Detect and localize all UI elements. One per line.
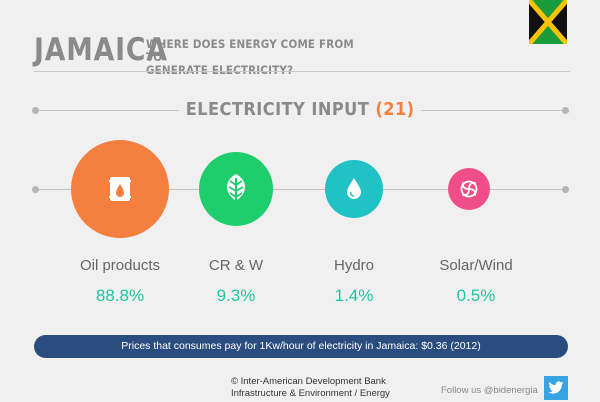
leaf-icon: [226, 174, 246, 205]
water-drop-icon: [347, 178, 361, 199]
source-label-solar-wind: Solar/Wind: [439, 257, 513, 274]
twitter-button[interactable]: [544, 376, 568, 400]
country-title: JAMAICA: [34, 32, 168, 68]
source-label-oil: Oil products: [79, 257, 161, 274]
source-value-solar-wind: 0.5%: [456, 286, 496, 305]
source-value-oil: 88.8%: [95, 286, 145, 305]
swirl-icon: [460, 180, 478, 198]
source-circle-crw: [199, 152, 273, 226]
circles-end-dot-right: [562, 186, 569, 193]
oil-barrel-icon: [109, 177, 131, 201]
price-note-bar: Prices that consumes pay for 1Kw/hour of…: [34, 335, 568, 358]
circles-rule: [36, 189, 566, 190]
jamaica-flag-icon: [529, 0, 567, 44]
follow-text[interactable]: Follow us @bidenergia: [441, 385, 538, 396]
rule-end-dot-right: [562, 107, 569, 114]
page-question: WHERE DOES ENERGY COME FROM TO GENERATE …: [146, 38, 362, 77]
credit-line-1: © Inter-American Development Bank: [231, 376, 386, 387]
rule-end-dot-left: [32, 107, 39, 114]
source-circle-oil: [71, 140, 169, 238]
source-label-crw: CR & W: [208, 257, 264, 274]
circles-end-dot-left: [32, 186, 39, 193]
header-divider: [34, 71, 570, 72]
section-note-ref: (21): [375, 99, 415, 120]
credit-line-2: Infrastructure & Environment / Energy: [231, 388, 390, 399]
question-line-1: WHERE DOES ENERGY COME FROM TO: [146, 37, 354, 64]
credit-block: © Inter-American Development Bank Infras…: [231, 376, 390, 400]
question-line-2: GENERATE ELECTRICITY?: [146, 63, 294, 77]
source-value-crw: 9.3%: [216, 286, 256, 305]
section-title: ELECTRICITY INPUT (21): [0, 99, 600, 121]
source-value-hydro: 1.4%: [334, 286, 374, 305]
source-label-hydro: Hydro: [333, 257, 374, 274]
section-title-text: ELECTRICITY INPUT: [185, 99, 370, 120]
twitter-bird-icon: [548, 381, 564, 394]
source-circle-solar-wind: [448, 168, 490, 210]
source-circle-hydro: [325, 160, 383, 218]
